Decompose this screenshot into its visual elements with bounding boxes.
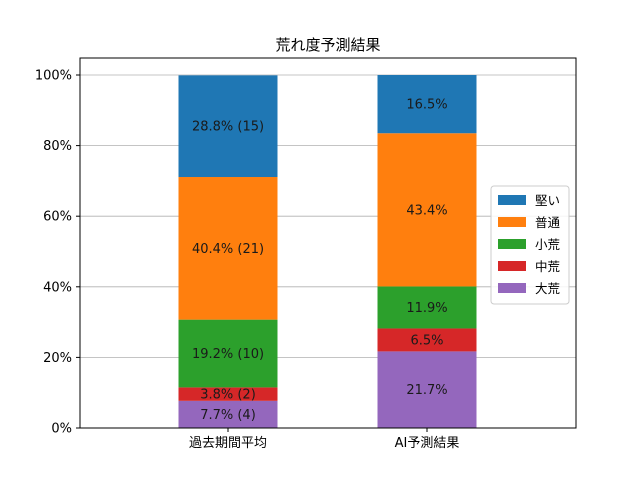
legend-swatch [498, 195, 526, 205]
bar-segment [377, 328, 477, 352]
x-axis: 過去期間平均 AI予測結果 [189, 428, 459, 451]
bar-value-label: 19.2% (10) [192, 347, 264, 362]
bar-value-label: 43.4% [406, 203, 447, 218]
bar-segment [377, 75, 477, 134]
y-tick-label: 100% [35, 69, 72, 84]
y-tick-label: 20% [43, 351, 72, 366]
bar-segment [178, 319, 278, 388]
legend-label: 小荒 [535, 237, 560, 252]
bar-segment [178, 75, 278, 178]
legend-label: 堅い [535, 193, 560, 208]
x-tick-label: AI予測結果 [395, 436, 460, 451]
bar-value-label: 28.8% (15) [192, 120, 264, 135]
y-tick-label: 0% [51, 422, 72, 437]
bar-value-label: 21.7% [406, 383, 447, 398]
bar-segment [178, 177, 278, 320]
bar-value-label: 16.5% [406, 98, 447, 113]
bar-segment [377, 286, 477, 329]
bar-value-label: 6.5% [410, 333, 443, 348]
plot-frame [79, 57, 577, 429]
bar-segment [377, 133, 477, 287]
legend-label: 普通 [535, 215, 561, 230]
legend-box [490, 185, 570, 305]
bar-value-label: 3.8% (2) [200, 388, 256, 403]
y-tick-label: 80% [43, 139, 72, 154]
bar-segment [178, 387, 278, 401]
bar-segment [377, 351, 477, 428]
chart-title: 荒れ度予測結果 [275, 36, 380, 54]
bar-value-label: 40.4% (21) [192, 242, 264, 257]
legend-swatch [498, 261, 526, 271]
legend-label: 中荒 [535, 259, 560, 274]
legend-swatch [498, 283, 526, 293]
bar-value-label: 7.7% (4) [200, 408, 256, 423]
bars-group [178, 75, 477, 428]
y-tick-label: 60% [43, 210, 72, 225]
legend-swatch [498, 239, 526, 249]
y-tick-label: 40% [43, 280, 72, 295]
bar-segment [178, 400, 278, 428]
x-tick-label: 過去期間平均 [189, 436, 267, 451]
legend-swatch [498, 217, 526, 227]
y-axis: 0% 20% 40% 60% 80% 100% [35, 69, 80, 437]
data-labels-group: 7.7% (4) 3.8% (2) 19.2% (10) 40.4% (21) 28.8… [192, 98, 448, 423]
legend-label: 大荒 [535, 281, 560, 296]
bar-value-label: 11.9% [406, 301, 447, 316]
